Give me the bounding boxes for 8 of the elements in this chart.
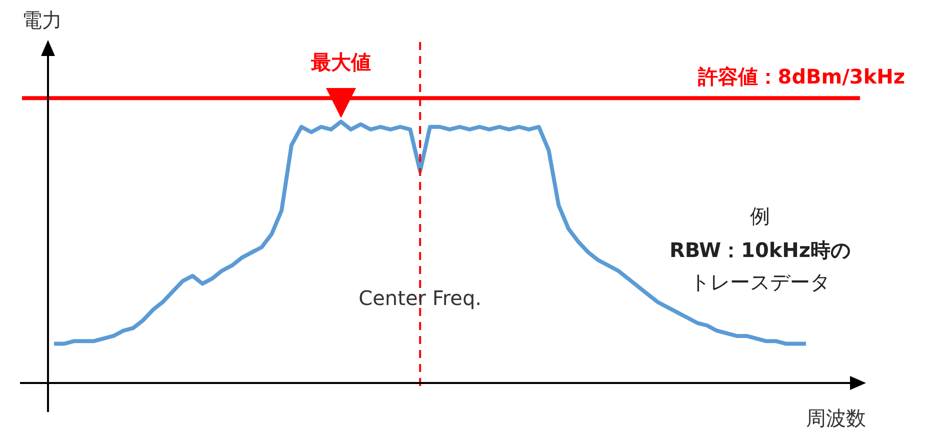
ref-line-label: 許容値：8dBm/3kHz [696,64,905,88]
y-axis-title: 電力 [22,8,62,32]
annotation: トレースデータ [690,270,830,294]
annotation: 最大値 [310,50,371,74]
x-axis-title: 周波数 [806,406,866,430]
annotation: Center Freq. [358,286,482,310]
annotation: 例 [750,204,770,228]
annotation: RBW：10kHz時の [669,238,851,262]
